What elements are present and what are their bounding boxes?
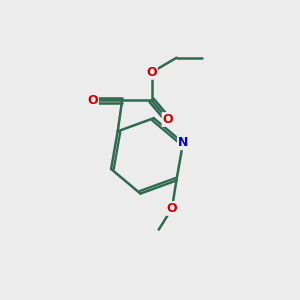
- Text: O: O: [146, 66, 157, 79]
- Text: O: O: [87, 94, 98, 107]
- Text: N: N: [178, 136, 188, 149]
- Text: O: O: [167, 202, 177, 215]
- Text: O: O: [163, 113, 173, 126]
